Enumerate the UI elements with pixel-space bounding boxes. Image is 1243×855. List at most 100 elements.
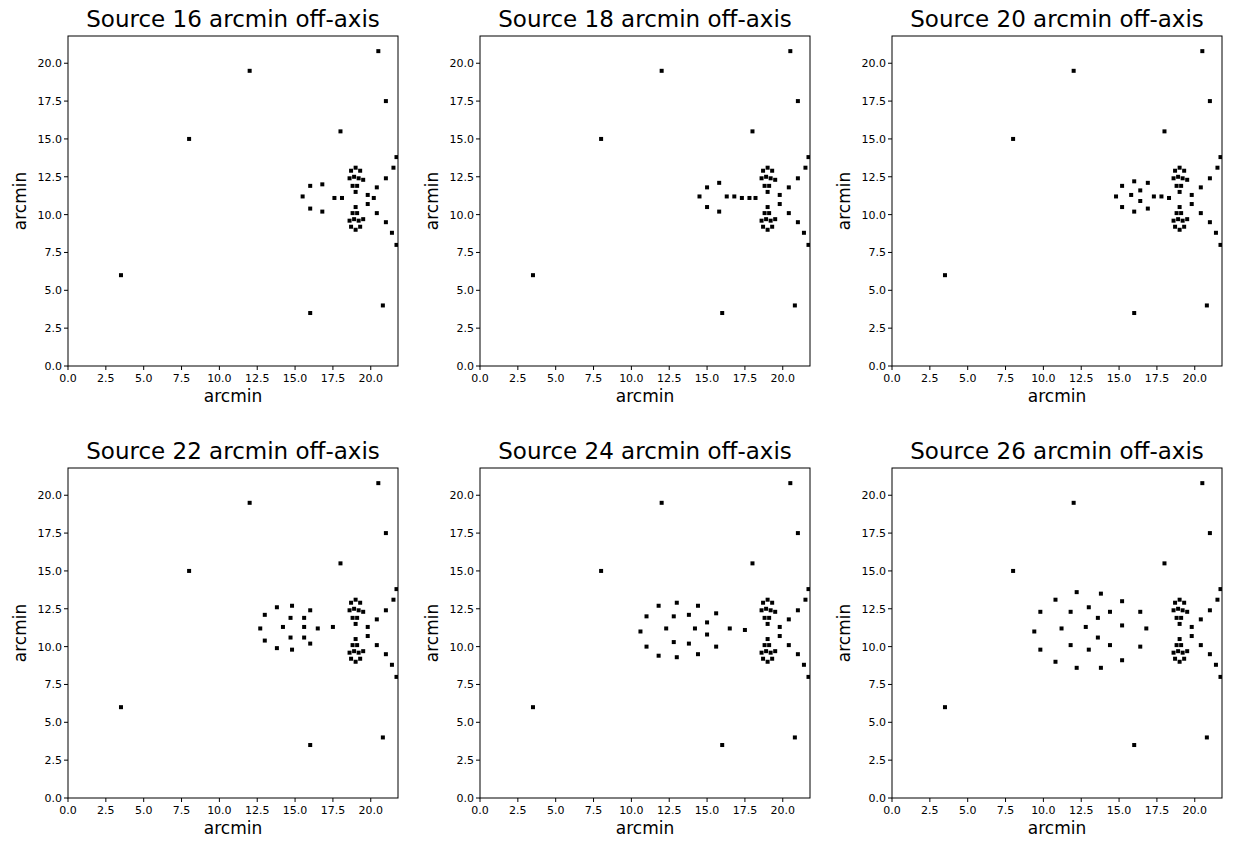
- y-tick: [888, 328, 892, 329]
- y-tick: [64, 63, 68, 64]
- point: [1218, 675, 1222, 679]
- x-tick: [744, 798, 745, 802]
- x-tick-label: 20.0: [771, 372, 796, 385]
- y-tick: [64, 684, 68, 685]
- y-tick-label: 17.5: [862, 95, 887, 108]
- point: [714, 645, 718, 649]
- point: [394, 587, 398, 591]
- point: [349, 169, 353, 173]
- point: [599, 569, 603, 573]
- x-tick: [370, 366, 371, 370]
- y-tick-label: 0.0: [45, 792, 63, 805]
- point: [1208, 652, 1212, 656]
- y-tick: [888, 495, 892, 496]
- points: [531, 481, 810, 747]
- panel: Source 18 arcmin off-axis0.02.55.07.510.…: [422, 6, 810, 406]
- point: [1099, 666, 1103, 670]
- point: [331, 625, 335, 629]
- y-tick: [888, 176, 892, 177]
- point: [803, 598, 807, 602]
- point: [672, 614, 676, 618]
- point: [767, 616, 771, 620]
- x-tick-label: 20.0: [359, 372, 384, 385]
- x-axis-label: arcmin: [616, 386, 674, 406]
- x-tick: [68, 366, 69, 370]
- y-tick-label: 15.0: [450, 133, 475, 146]
- point: [258, 626, 262, 630]
- point: [354, 622, 358, 626]
- point: [187, 569, 191, 573]
- point: [760, 651, 764, 655]
- point: [1199, 643, 1203, 647]
- y-tick-label: 0.0: [869, 360, 887, 373]
- x-tick-label: 20.0: [359, 804, 384, 817]
- point: [1182, 657, 1186, 661]
- point: [1072, 501, 1076, 505]
- point: [764, 175, 768, 179]
- point: [769, 608, 773, 612]
- y-tick-label: 5.0: [457, 284, 475, 297]
- point: [766, 660, 770, 664]
- point: [308, 743, 312, 747]
- x-tick-label: 5.0: [135, 372, 153, 385]
- y-tick-label: 15.0: [862, 565, 887, 578]
- x-tick-label: 12.5: [1069, 804, 1094, 817]
- point: [531, 705, 535, 709]
- x-tick-label: 17.5: [1145, 804, 1170, 817]
- point: [302, 636, 306, 640]
- y-tick: [64, 495, 68, 496]
- point: [349, 601, 353, 605]
- point: [281, 625, 285, 629]
- point: [1178, 205, 1182, 209]
- y-tick: [64, 533, 68, 534]
- point: [773, 649, 777, 653]
- y-tick: [888, 366, 892, 367]
- y-axis-label: arcmin: [10, 604, 30, 662]
- x-tick-label: 0.0: [59, 804, 77, 817]
- y-tick: [888, 138, 892, 139]
- point: [645, 645, 649, 649]
- point: [1178, 190, 1182, 194]
- x-tick: [480, 798, 481, 802]
- y-tick-label: 15.0: [450, 565, 475, 578]
- point: [1173, 225, 1177, 229]
- x-tick: [1005, 798, 1006, 802]
- point: [1011, 137, 1015, 141]
- y-tick: [476, 646, 480, 647]
- point: [1132, 210, 1136, 214]
- point: [787, 643, 791, 647]
- x-tick-label: 15.0: [1107, 372, 1132, 385]
- point: [778, 202, 782, 206]
- points: [943, 481, 1222, 747]
- x-tick: [744, 366, 745, 370]
- x-tick-label: 5.0: [959, 804, 977, 817]
- point: [1208, 176, 1212, 180]
- y-tick: [64, 328, 68, 329]
- x-tick-label: 2.5: [921, 804, 939, 817]
- point: [289, 616, 293, 620]
- x-tick: [517, 798, 518, 802]
- point: [767, 184, 771, 188]
- point: [355, 643, 359, 647]
- point: [1173, 601, 1177, 605]
- point: [761, 657, 765, 661]
- y-tick: [888, 533, 892, 534]
- point: [761, 601, 765, 605]
- point: [376, 481, 380, 485]
- figure: Source 16 arcmin off-axis0.02.55.07.510.…: [0, 0, 1243, 855]
- y-tick: [888, 760, 892, 761]
- y-tick-label: 7.5: [45, 246, 63, 259]
- point: [366, 193, 370, 197]
- point: [1176, 217, 1180, 221]
- point: [1108, 643, 1112, 647]
- point: [351, 616, 355, 620]
- y-tick-label: 7.5: [457, 678, 475, 691]
- y-tick: [476, 495, 480, 496]
- point: [1144, 626, 1148, 630]
- y-tick-label: 10.0: [450, 209, 475, 222]
- point: [351, 211, 355, 215]
- point: [1205, 303, 1209, 307]
- x-tick-label: 7.5: [585, 372, 603, 385]
- point: [1173, 169, 1177, 173]
- point: [1138, 188, 1142, 192]
